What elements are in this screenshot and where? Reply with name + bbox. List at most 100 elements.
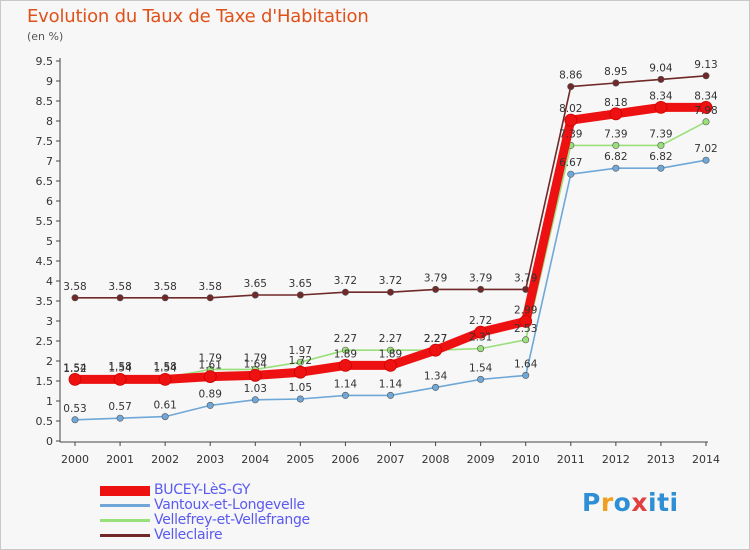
data-point [161,294,169,302]
data-label: 9.13 [694,59,717,71]
data-point [251,396,259,404]
data-label: 1.79 [199,352,222,364]
data-label: 0.89 [199,388,222,400]
data-point [477,285,485,293]
x-tick-label: 2010 [512,453,540,466]
data-label: 1.54 [469,362,493,374]
data-point [386,391,394,399]
data-label: 8.18 [604,97,627,109]
data-point [251,291,259,299]
data-label: 1.52 [63,363,86,375]
proxiti-logo: Proxiti [582,488,679,517]
data-label: 8.02 [559,103,582,115]
data-point [386,288,394,296]
data-point [341,288,349,296]
y-tick-label: 7 [46,155,53,168]
data-label: 2.27 [424,333,447,345]
data-label: 1.64 [514,358,538,370]
legend-label: Velleclaire [154,527,223,543]
data-label: 3.79 [469,272,492,284]
data-point [564,113,578,127]
data-label: 8.34 [694,90,718,102]
data-point [296,395,304,403]
y-tick-label: 0 [46,435,53,448]
data-label: 3.58 [108,281,131,293]
data-point [612,79,620,87]
data-point [567,83,575,91]
y-tick-label: 6.5 [36,175,54,188]
data-label: 1.54 [108,362,132,374]
data-point [206,294,214,302]
data-point [702,118,710,126]
data-point [477,375,485,383]
data-point [657,141,665,149]
data-point [158,372,172,386]
brand-letter: r [600,488,614,517]
x-tick-label: 2005 [286,453,314,466]
data-label: 3.65 [289,278,312,290]
data-label: 1.72 [289,355,312,367]
legend-label: BUCEY-LèS-GY [154,482,251,498]
data-point [657,164,665,172]
data-label: 3.58 [63,281,86,293]
data-label: 2.27 [424,333,447,345]
x-tick-label: 2000 [61,453,89,466]
y-tick-label: 5 [46,235,53,248]
data-label: 1.03 [244,383,267,395]
data-label: 7.39 [559,128,582,140]
data-label: 1.05 [289,382,312,394]
data-point [203,370,217,384]
x-tick-label: 2002 [151,453,179,466]
x-tick-label: 2003 [196,453,224,466]
data-label: 7.39 [649,128,672,140]
data-label: 2.27 [379,333,402,345]
data-label: 0.61 [153,400,176,412]
data-label: 1.54 [153,362,177,374]
y-tick-label: 2 [46,355,53,368]
data-point [522,336,530,344]
x-tick-label: 2012 [602,453,630,466]
x-tick-label: 2009 [467,453,495,466]
data-point [477,345,485,353]
data-label: 9.04 [649,62,673,74]
data-point [71,416,79,424]
data-label: 3.79 [514,272,537,284]
data-point [702,156,710,164]
data-label: 8.34 [649,90,673,102]
data-point [296,358,304,366]
brand-letter: x [631,488,648,517]
data-label: 6.67 [559,157,582,169]
data-label: 2.31 [469,332,492,344]
x-tick-label: 2007 [377,453,405,466]
data-label: 7.39 [604,128,627,140]
y-tick-label: 4.5 [36,255,54,268]
data-label: 1.89 [379,348,402,360]
legend-swatch [100,486,150,496]
brand-letter: t [657,488,670,517]
data-label: 8.95 [604,66,627,78]
line-chart: 00.511.522.533.544.555.566.577.588.599.5… [36,55,721,466]
data-label: 2.99 [514,304,537,316]
y-tick-label: 2.5 [36,335,54,348]
data-label: 1.54 [63,362,87,374]
x-tick-label: 2006 [331,453,359,466]
data-point [116,414,124,422]
legend-label: Vantoux-et-Longevelle [154,497,305,513]
chart-subtitle: (en %) [27,30,64,43]
y-tick-label: 3.5 [36,295,54,308]
data-label: 0.57 [108,401,131,413]
data-point [657,75,665,83]
data-label: 1.61 [199,360,222,372]
y-tick-label: 4 [46,275,53,288]
x-tick-label: 2008 [422,453,450,466]
data-point [296,291,304,299]
x-tick-label: 2011 [557,453,585,466]
data-label: 3.58 [153,281,176,293]
data-point [113,372,127,386]
data-label: 1.14 [334,378,358,390]
y-tick-label: 8 [46,115,53,128]
data-point [609,107,623,121]
data-label: 1.97 [289,345,312,357]
data-label: 3.65 [244,278,267,290]
